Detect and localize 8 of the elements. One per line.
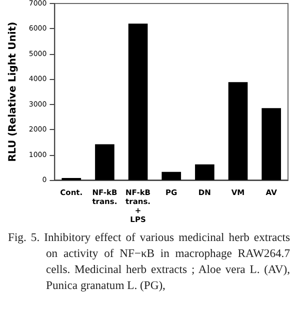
caption: Fig. 5. Inhibitory effect of various medicinal herb extracts on activity of NF−κB in macrophage RAW264.7 cells. Medicinal herb extracts ; Aloe vera L. (AV), Punica granatum L. (PG), [7,230,291,294]
bar [228,82,248,180]
bar [162,172,182,180]
bar [262,108,281,180]
y-axis-title: RLU (Relative Light Unit) [8,22,18,162]
bar [195,164,214,180]
bar [128,24,148,180]
bar [95,144,114,180]
